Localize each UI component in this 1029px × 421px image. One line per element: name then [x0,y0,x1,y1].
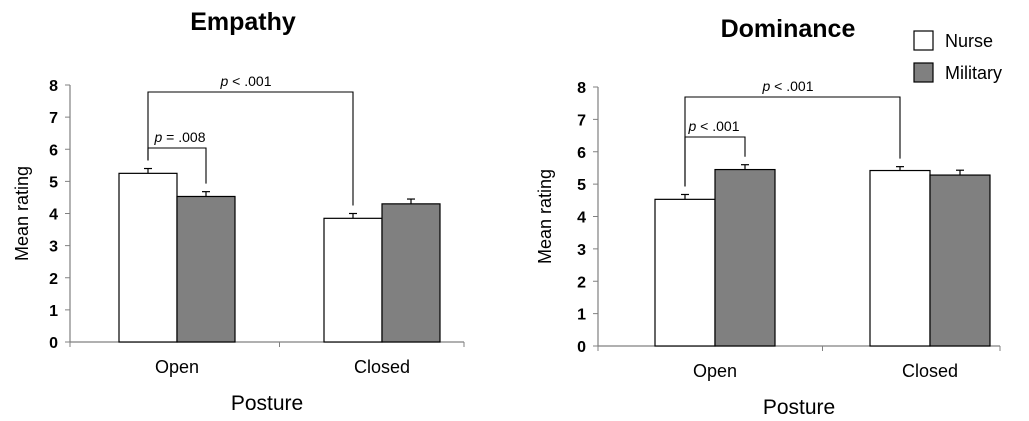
y-tick-label: 1 [577,307,586,324]
significance-label: p = .008 [154,129,206,145]
y-tick-label: 7 [49,110,58,127]
chart-title: Dominance [721,15,856,43]
bar-nurse-open [654,198,716,347]
y-tick-label: 5 [49,174,58,191]
significance-bracket [684,96,901,187]
x-tick-label: Open [693,361,737,381]
y-tick-label: 7 [577,112,586,129]
bar-nurse-closed [869,169,931,347]
significance-label: p < .001 [688,118,740,134]
y-tick-label: 2 [49,271,58,288]
bar-military-open [176,195,236,343]
y-tick-label: 0 [49,335,58,352]
y-tick-label: 5 [577,177,586,194]
y-tick-label: 4 [577,210,586,227]
y-tick-label: 2 [577,274,586,291]
legend-label-military: Military [945,63,1002,83]
bar-nurse-open [118,172,178,343]
legend-swatch-nurse [913,30,934,51]
y-tick-label: 3 [49,239,58,256]
bar-military-open [714,168,776,347]
y-tick-label: 3 [577,242,586,259]
significance-label: p < .001 [762,78,814,94]
y-axis-label: Mean rating [12,166,32,261]
y-axis-label: Mean rating [535,169,555,264]
y-tick-label: 0 [577,339,586,356]
legend-swatch-military [913,62,934,83]
legend: Nurse Military [913,30,1002,83]
bar-nurse-closed [323,217,383,343]
x-tick-label: Closed [354,357,410,377]
y-tick-label: 6 [49,142,58,159]
y-tick-label: 8 [577,80,586,97]
chart-panel-1: Empathy 0 1 2 3 4 5 6 7 8 Open Closed Posture Mean ra… [12,8,465,415]
bar-military-closed [381,203,441,343]
chart-panel-2: Dominance 0 1 2 3 4 5 6 7 8 Open Closed Posture Mean … [535,15,1002,419]
x-tick-label: Open [155,357,199,377]
y-tick-label: 6 [577,145,586,162]
x-axis-label: Posture [763,396,835,419]
y-tick-label: 4 [49,207,58,224]
x-tick-label: Closed [902,361,958,381]
significance-bracket [147,91,354,206]
bar-military-closed [929,174,991,347]
chart-title: Empathy [190,8,296,36]
x-axis-label: Posture [231,392,303,415]
y-tick-label: 8 [49,78,58,95]
legend-label-nurse: Nurse [945,31,993,51]
y-tick-label: 1 [49,303,58,320]
significance-label: p < .001 [220,73,272,89]
